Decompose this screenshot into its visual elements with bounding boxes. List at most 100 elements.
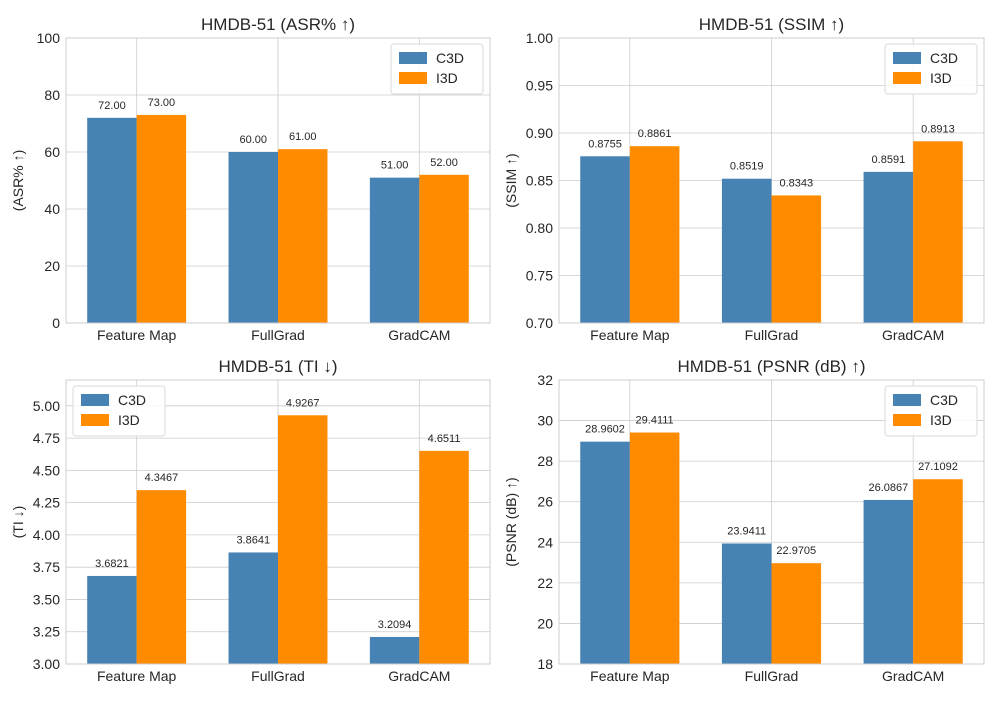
bar-i3d-fullgrad <box>771 195 822 323</box>
legend-swatch-c3d <box>893 52 921 64</box>
bar-c3d-feature-map <box>87 575 137 664</box>
x-tick-label: Feature Map <box>590 668 670 684</box>
y-tick-label: 4.50 <box>33 462 60 478</box>
bar-value-label: 73.00 <box>148 97 176 109</box>
bar-value-label: 28.9602 <box>585 424 625 436</box>
y-tick-label: 0.95 <box>526 78 553 94</box>
bar-c3d-gradcam <box>369 636 420 664</box>
bar-value-label: 60.00 <box>240 134 268 146</box>
x-tick-label: FullGrad <box>745 327 799 343</box>
y-tick-label: 20 <box>537 615 553 631</box>
bar-c3d-fullgrad <box>721 543 772 664</box>
legend-swatch-c3d <box>81 394 109 406</box>
bar-value-label: 0.8343 <box>779 177 813 189</box>
bar-i3d-feature-map <box>629 432 680 664</box>
bar-value-label: 0.8519 <box>730 161 764 173</box>
y-tick-label: 28 <box>537 453 553 469</box>
legend-label-i3d: I3D <box>930 412 952 428</box>
x-tick-label: FullGrad <box>251 327 305 343</box>
x-tick-label: FullGrad <box>251 668 305 684</box>
legend-label-c3d: C3D <box>930 392 958 408</box>
y-tick-label: 4.75 <box>33 430 60 446</box>
y-tick-label: 0.80 <box>526 220 553 236</box>
bar-value-label: 72.00 <box>98 100 126 112</box>
bar-value-label: 3.8641 <box>236 534 270 546</box>
chart-panel-2: 0.70 0.75 0.80 0.85 0.90 0.95 1.00 Feature Map F… <box>503 15 985 343</box>
x-tick-label: GradCAM <box>388 327 450 343</box>
x-tick-label: GradCAM <box>882 327 944 343</box>
chart-panel-1: 0 20 40 60 80 100 Feature Map FullGrad GradCAM 72… <box>10 15 491 343</box>
y-tick-label: 1.00 <box>526 30 553 46</box>
bar-value-label: 0.8913 <box>921 123 955 135</box>
bar-value-label: 61.00 <box>289 131 317 143</box>
legend-swatch-i3d <box>893 72 921 84</box>
bar-value-label: 3.6821 <box>95 558 129 570</box>
x-tick-label: Feature Map <box>97 327 177 343</box>
bar-i3d-feature-map <box>136 114 187 323</box>
chart-title: HMDB-51 (TI ↓) <box>219 357 338 376</box>
bar-i3d-gradcam <box>913 141 963 323</box>
y-axis-label: (TI ↓) <box>10 506 26 539</box>
legend-label-i3d: I3D <box>436 70 458 86</box>
chart-panel-3: 3.00 3.25 3.50 3.75 4.00 4.25 4.50 4.75 5.00 Feat… <box>10 357 491 684</box>
bar-i3d-fullgrad <box>771 563 822 664</box>
y-tick-label: 0.85 <box>526 173 553 189</box>
y-axis-label: (ASR% ↑) <box>10 150 26 211</box>
bar-c3d-gradcam <box>863 499 914 664</box>
bar-value-label: 0.8755 <box>588 138 622 150</box>
x-tick-label: GradCAM <box>388 668 450 684</box>
bar-c3d-feature-map <box>87 117 137 323</box>
y-tick-label: 30 <box>537 413 553 429</box>
y-tick-label: 80 <box>44 87 60 103</box>
bar-value-label: 26.0867 <box>868 482 908 494</box>
bar-i3d-fullgrad <box>278 149 328 323</box>
y-tick-label: 32 <box>537 372 553 388</box>
y-tick-label: 20 <box>44 258 60 274</box>
bar-c3d-fullgrad <box>228 552 278 664</box>
bar-c3d-gradcam <box>863 171 914 323</box>
bar-value-label: 22.9705 <box>776 545 816 557</box>
bar-c3d-feature-map <box>580 156 630 323</box>
bar-c3d-fullgrad <box>721 178 772 323</box>
legend-label-c3d: C3D <box>930 50 958 66</box>
y-tick-label: 5.00 <box>33 398 60 414</box>
y-tick-label: 0.75 <box>526 268 553 284</box>
x-tick-label: Feature Map <box>590 327 670 343</box>
bar-value-label: 4.9267 <box>286 397 320 409</box>
bar-c3d-feature-map <box>580 441 630 664</box>
bar-i3d-feature-map <box>136 490 187 664</box>
y-tick-label: 0.90 <box>526 125 553 141</box>
bar-value-label: 29.4111 <box>636 415 674 427</box>
bar-value-label: 23.9411 <box>727 525 766 537</box>
legend-swatch-i3d <box>81 414 109 426</box>
legend-swatch-i3d <box>399 72 427 84</box>
y-tick-label: 3.50 <box>33 591 60 607</box>
bar-value-label: 51.00 <box>381 160 409 172</box>
bar-value-label: 3.2094 <box>378 619 412 631</box>
y-tick-label: 18 <box>537 656 553 672</box>
y-tick-label: 3.00 <box>33 656 60 672</box>
bar-value-label: 27.1092 <box>918 461 958 473</box>
bar-i3d-gradcam <box>913 479 963 664</box>
bar-i3d-gradcam <box>419 174 469 323</box>
y-tick-label: 60 <box>44 144 60 160</box>
axes-frame <box>558 37 985 324</box>
legend-label-c3d: C3D <box>436 50 464 66</box>
bar-c3d-gradcam <box>369 177 420 323</box>
bar-i3d-feature-map <box>629 146 680 323</box>
y-tick-label: 26 <box>537 494 553 510</box>
y-tick-label: 24 <box>537 534 553 550</box>
y-tick-label: 3.75 <box>33 559 60 575</box>
y-tick-label: 3.25 <box>33 624 60 640</box>
x-tick-label: Feature Map <box>97 668 177 684</box>
x-tick-label: FullGrad <box>745 668 799 684</box>
legend-swatch-i3d <box>893 414 921 426</box>
axes-frame <box>65 37 491 324</box>
x-tick-label: GradCAM <box>882 668 944 684</box>
legend-label-i3d: I3D <box>930 70 952 86</box>
